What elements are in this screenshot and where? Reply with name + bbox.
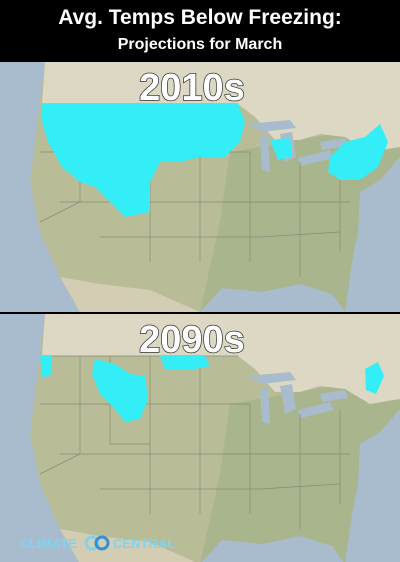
freezing-area bbox=[365, 362, 384, 394]
freezing-area bbox=[42, 104, 245, 217]
map-2010s: 2010s bbox=[0, 61, 400, 313]
freezing-area bbox=[40, 356, 52, 378]
logo-icon bbox=[94, 535, 110, 551]
header-bar bbox=[0, 0, 400, 62]
logo: CLIMATE CENTRAL bbox=[20, 535, 175, 551]
subtitle: Projections for March bbox=[118, 36, 282, 53]
freezing-area bbox=[160, 356, 210, 370]
logo-left: CLIMATE bbox=[20, 536, 77, 551]
freezing-area bbox=[92, 359, 148, 422]
decade-label: 2010s bbox=[139, 67, 245, 109]
title: Avg. Temps Below Freezing: bbox=[58, 6, 342, 29]
freezing-area bbox=[270, 138, 292, 160]
map-2090s: 2090s bbox=[0, 313, 400, 562]
freezing-area bbox=[328, 124, 388, 180]
decade-label: 2090s bbox=[139, 319, 245, 361]
logo-icon bbox=[84, 535, 100, 551]
logo-right: CENTRAL bbox=[113, 536, 175, 551]
